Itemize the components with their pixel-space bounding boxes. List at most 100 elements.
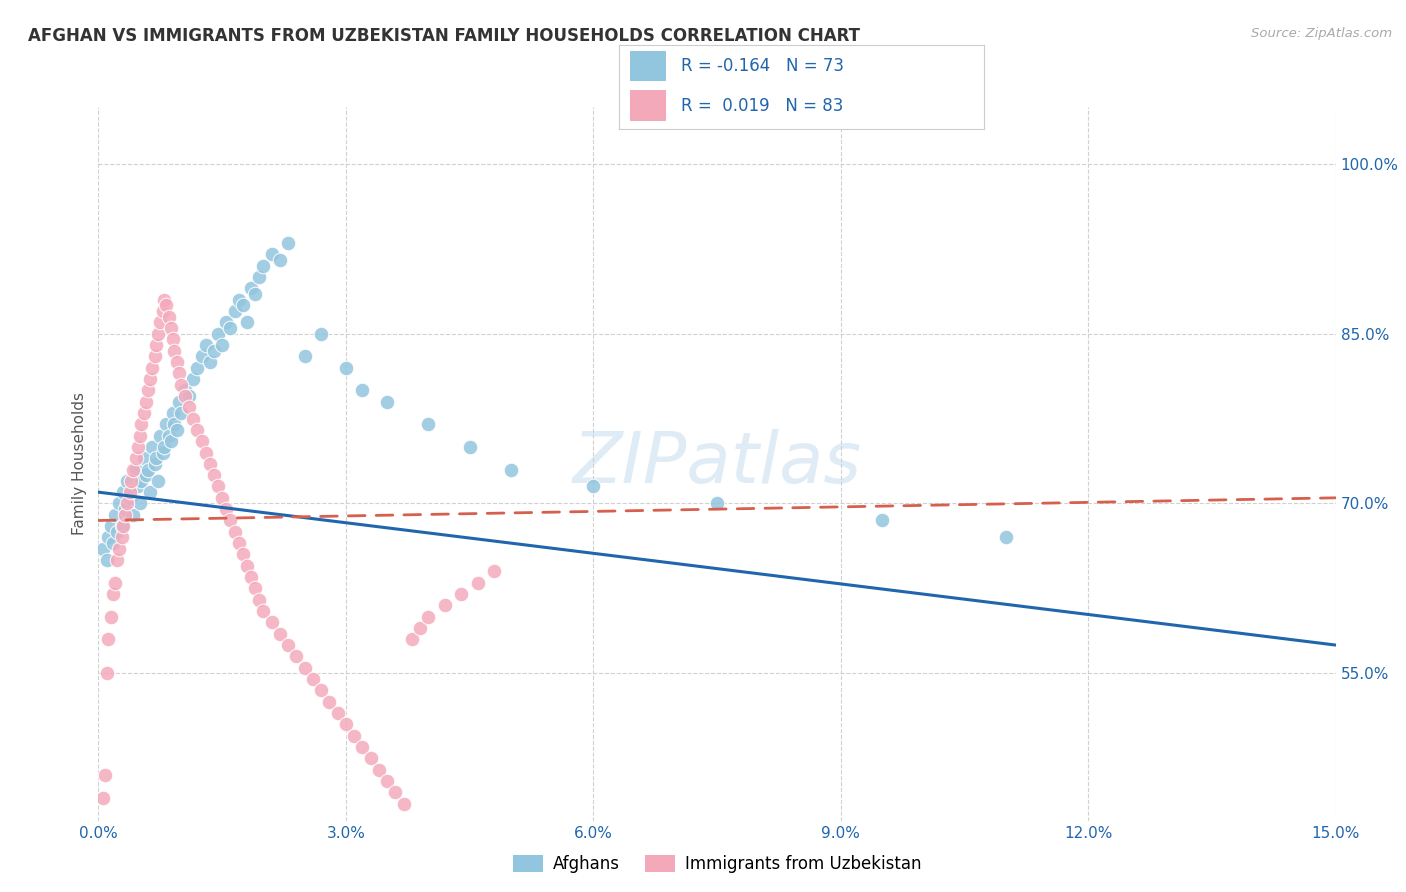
Point: [243, 287, 266, 301]
Point: [91, 541, 114, 556]
Point: [294, 661, 316, 675]
Point: [97, 531, 120, 545]
Point: [174, 389, 197, 403]
Point: [392, 797, 415, 811]
Point: [108, 541, 131, 556]
Point: [384, 785, 406, 799]
Point: [260, 247, 283, 261]
Point: [219, 321, 242, 335]
Text: ZIPatlas: ZIPatlas: [572, 429, 862, 499]
Point: [146, 326, 169, 341]
Point: [302, 672, 325, 686]
Point: [228, 536, 250, 550]
Point: [247, 592, 270, 607]
Point: [277, 638, 299, 652]
Point: [145, 338, 167, 352]
Point: [269, 252, 291, 267]
Point: [157, 428, 180, 442]
Point: [167, 366, 190, 380]
Point: [433, 599, 456, 613]
Point: [160, 321, 183, 335]
Point: [160, 434, 183, 449]
Point: [103, 536, 125, 550]
Point: [367, 763, 389, 777]
Point: [118, 485, 141, 500]
Point: [127, 440, 149, 454]
Point: [401, 632, 423, 647]
Point: [335, 717, 357, 731]
Point: [174, 383, 197, 397]
Point: [170, 406, 193, 420]
Point: [207, 326, 229, 341]
Point: [135, 394, 157, 409]
Point: [194, 338, 217, 352]
Point: [352, 383, 374, 397]
Point: [166, 355, 188, 369]
Point: [112, 485, 135, 500]
Point: [211, 491, 233, 505]
Point: [135, 468, 157, 483]
Point: [418, 609, 440, 624]
Point: [128, 428, 150, 442]
Point: [247, 269, 270, 284]
Point: [112, 519, 135, 533]
Point: [219, 513, 242, 527]
Point: [269, 626, 291, 640]
Point: [240, 281, 263, 295]
Point: [153, 293, 176, 307]
Point: [122, 462, 145, 476]
Point: [211, 338, 233, 352]
Point: [124, 462, 146, 476]
Point: [103, 587, 125, 601]
Point: [110, 531, 132, 545]
Point: [162, 332, 184, 346]
Point: [117, 474, 139, 488]
Point: [260, 615, 283, 630]
Point: [224, 524, 246, 539]
Point: [124, 451, 146, 466]
Point: [104, 575, 127, 590]
Point: [110, 519, 132, 533]
Point: [120, 485, 142, 500]
Point: [120, 474, 142, 488]
Point: [706, 496, 728, 510]
Point: [343, 729, 366, 743]
Point: [450, 587, 472, 601]
Point: [309, 683, 332, 698]
Point: [190, 434, 212, 449]
Point: [228, 293, 250, 307]
Point: [152, 304, 174, 318]
Point: [198, 355, 221, 369]
Bar: [630, 51, 666, 81]
Point: [100, 519, 122, 533]
Point: [318, 695, 340, 709]
Bar: [630, 90, 666, 120]
Point: [198, 457, 221, 471]
Point: [202, 343, 225, 358]
Text: R =  0.019   N = 83: R = 0.019 N = 83: [681, 96, 844, 114]
Point: [105, 553, 128, 567]
Point: [582, 479, 605, 493]
Point: [131, 417, 153, 432]
Point: [294, 349, 316, 363]
Point: [194, 445, 217, 459]
Point: [252, 604, 274, 618]
Point: [114, 508, 136, 522]
Point: [215, 315, 238, 329]
Point: [190, 349, 212, 363]
Point: [207, 479, 229, 493]
Point: [100, 609, 122, 624]
Point: [418, 417, 440, 432]
Point: [163, 343, 186, 358]
Text: Source: ZipAtlas.com: Source: ZipAtlas.com: [1251, 27, 1392, 40]
Point: [149, 315, 172, 329]
Point: [145, 451, 167, 466]
Point: [181, 372, 204, 386]
Point: [170, 377, 193, 392]
Point: [143, 457, 166, 471]
Point: [94, 768, 117, 782]
Point: [153, 440, 176, 454]
Point: [186, 360, 208, 375]
Point: [138, 372, 160, 386]
Point: [117, 496, 139, 510]
